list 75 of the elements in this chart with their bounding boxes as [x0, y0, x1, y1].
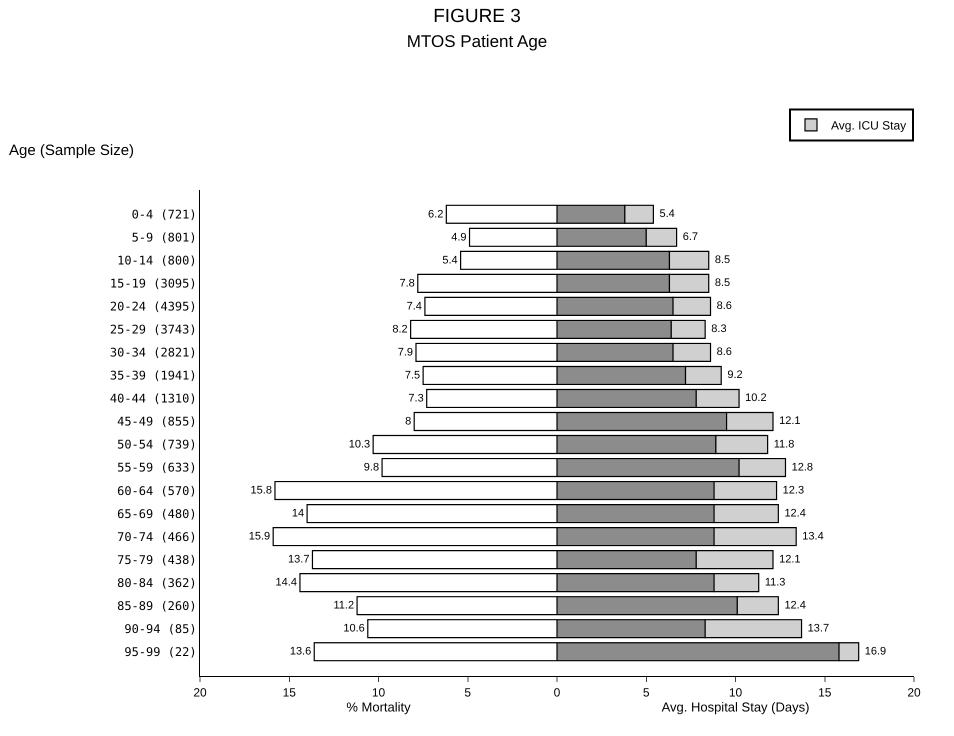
y-tick-label: 15-19 (3095)	[110, 276, 197, 291]
y-tick-label: 10-14 (800)	[117, 254, 197, 268]
x-tick-label: 10	[728, 685, 742, 700]
total-label: 12.4	[778, 599, 806, 612]
x-axis-title: % Mortality	[346, 699, 412, 714]
data-label: 14	[292, 508, 304, 520]
y-tick-label: 80-84 (362)	[117, 576, 197, 590]
total-label: 12.1	[772, 553, 801, 566]
y-tick-label: 55-59 (633)	[117, 460, 197, 475]
total-label: 12.3	[776, 484, 804, 496]
chart-subtitle: MTOS Patient Age	[406, 32, 548, 51]
total-label: 6.7	[676, 231, 698, 244]
y-tick-label: 85-89 (260)	[117, 598, 197, 613]
data-label: 14.4	[276, 576, 297, 589]
total-label: 8.6	[710, 346, 732, 358]
total-label: 12.8	[785, 461, 814, 474]
total-label: 13.7	[802, 622, 830, 634]
data-label: 4.9	[451, 231, 467, 244]
x-tick-label: 20	[907, 685, 921, 700]
data-label: 9.8	[364, 462, 380, 474]
x-tick-label: 20	[193, 685, 207, 700]
y-tick-label: 40-44 (1310)	[110, 392, 197, 406]
data-label: 11.2	[333, 600, 354, 612]
y-tick-label: 50-54 (739)	[117, 438, 197, 452]
data-label: 5.4	[442, 254, 458, 266]
y-tick-label: 60-64 (570)	[117, 484, 197, 498]
x-tick-label: 5	[642, 685, 650, 700]
total-label: 11.3	[758, 576, 786, 588]
total-label: 8.5	[708, 254, 730, 266]
data-label: 15.8	[250, 484, 272, 497]
data-label: 6.2	[428, 208, 444, 220]
y-tick-label: 75-79 (438)	[117, 552, 197, 567]
data-label: 7.9	[398, 346, 413, 358]
legend-label: Avg. ICU Stay	[831, 118, 906, 133]
data-label: 13.6	[290, 646, 312, 658]
total-label: 12.1	[772, 415, 801, 428]
x-tick-label: 15	[818, 685, 832, 700]
y-tick-label: 0-4 (721)	[132, 208, 197, 222]
total-label: 8.5	[708, 277, 730, 290]
total-label: 8.6	[710, 300, 732, 312]
total-label: 11.8	[768, 438, 794, 450]
data-label: 15.9	[248, 530, 270, 543]
y-tick-label: 45-49 (855)	[117, 414, 197, 429]
total-label: 9.2	[721, 369, 743, 382]
data-label: 7.8	[399, 277, 415, 290]
y-tick-label: 95-99 (22)	[124, 644, 197, 659]
total-label: 5.4	[653, 208, 675, 220]
y-tick-label: 20-24 (4395)	[110, 300, 197, 314]
y-tick-label: 70-74 (466)	[117, 530, 197, 544]
data-label: 8.2	[392, 323, 408, 336]
x-tick-label: 15	[282, 685, 296, 700]
y-tick-label: 5-9 (801)	[132, 230, 197, 245]
total-label: 12.4	[778, 507, 806, 520]
y-tick-label: 30-34 (2821)	[110, 346, 197, 360]
y-tick-label: 90-94 (85)	[124, 622, 197, 636]
data-label: 10.6	[343, 622, 365, 635]
data-label: 7.5	[404, 369, 420, 382]
total-label: 16.9	[858, 645, 886, 658]
data-label: 13.7	[288, 554, 310, 566]
y-tick-label: 35-39 (1941)	[110, 368, 197, 383]
data-label: 10.3	[348, 438, 370, 451]
y-tick-label: 65-69 (480)	[117, 506, 197, 521]
x-axis-title: Avg. Hospital Stay (Days)	[662, 699, 810, 714]
total-label: 8.3	[705, 323, 727, 336]
x-tick-label: 10	[372, 685, 386, 700]
data-label: 8	[405, 415, 412, 428]
chart-title: FIGURE 3	[433, 6, 521, 28]
data-label: 7.3	[408, 392, 424, 404]
total-label: 13.4	[796, 530, 824, 542]
total-label: 10.2	[739, 392, 767, 404]
x-tick-label: 5	[464, 685, 472, 700]
x-tick-label: 0	[554, 685, 561, 700]
y-axis-title: Age (Sample Size)	[9, 142, 134, 159]
data-label: 7.4	[406, 300, 422, 312]
y-tick-label: 25-29 (3743)	[110, 322, 197, 337]
